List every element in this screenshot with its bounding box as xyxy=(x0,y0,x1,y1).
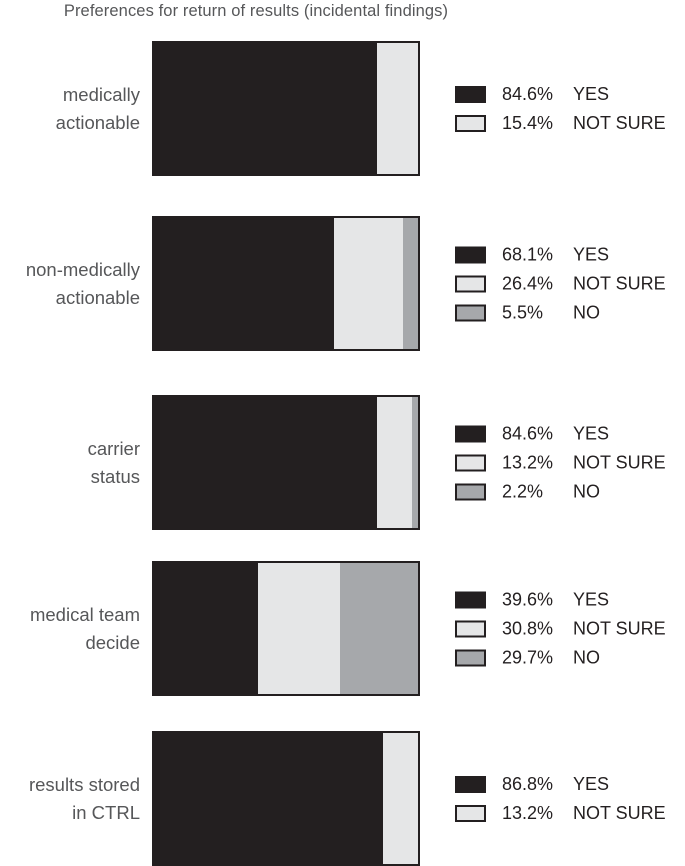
bar-segment-not_sure xyxy=(258,563,340,694)
legend-swatch xyxy=(455,649,486,666)
legend-swatch xyxy=(455,85,486,103)
bar-legend: 39.6% YES 30.8% NOT SURE 29.7% NO xyxy=(455,585,666,672)
legend-swatch xyxy=(455,620,486,637)
legend-entry: 30.8% NOT SURE xyxy=(455,614,666,643)
stacked-bar xyxy=(152,731,420,866)
bar-segment-not_sure xyxy=(377,397,413,528)
bar-legend: 84.6% YES 15.4% NOT SURE xyxy=(455,80,666,138)
legend-answer-label: NOT SURE xyxy=(573,273,666,293)
legend-percent: 86.8% xyxy=(502,773,554,794)
legend-percent: 29.7% xyxy=(502,647,554,667)
stacked-bar xyxy=(152,216,420,351)
legend-answer-label: NO xyxy=(573,481,600,501)
bar-row: medical team decide 39.6% YES 30.8% NOT S… xyxy=(0,561,685,696)
legend-entry: 15.4% NOT SURE xyxy=(455,109,666,138)
legend-entry: 68.1% YES xyxy=(455,240,666,269)
bar-segment-yes xyxy=(154,563,259,694)
legend-swatch xyxy=(455,275,486,292)
legend-answer-label: NOT SURE xyxy=(573,802,666,823)
legend-entry: 29.7% NO xyxy=(455,643,666,672)
legend-answer-label: YES xyxy=(573,423,610,443)
bar-row: non-medically actionable 68.1% YES 26.4% … xyxy=(0,216,685,351)
legend-percent: 26.4% xyxy=(502,273,554,293)
stacked-bar xyxy=(152,561,420,696)
stacked-bar xyxy=(152,395,420,530)
bar-segment-yes xyxy=(154,43,378,174)
legend-entry: 86.8% YES xyxy=(455,770,666,799)
legend-entry: 84.6% YES xyxy=(455,419,666,448)
legend-answer-label: NOT SURE xyxy=(573,112,666,133)
bar-row: carrier status 84.6% YES 13.2% NOT SURE 2… xyxy=(0,395,685,530)
legend-entry: 13.2% NOT SURE xyxy=(455,448,666,477)
bar-segment-no xyxy=(339,563,418,694)
legend-entry: 26.4% NOT SURE xyxy=(455,269,666,298)
bar-row: medically actionable 84.6% YES 15.4% NOT … xyxy=(0,41,685,176)
legend-swatch xyxy=(455,591,486,608)
legend-percent: 13.2% xyxy=(502,802,554,823)
legend-swatch xyxy=(455,114,486,132)
bar-legend: 84.6% YES 13.2% NOT SURE 2.2% NO xyxy=(455,419,666,506)
legend-percent: 84.6% xyxy=(502,83,554,104)
bar-row: results stored in CTRL 86.8% YES 13.2% NO… xyxy=(0,731,685,866)
legend-swatch xyxy=(455,804,486,822)
bar-segment-not_sure xyxy=(377,43,418,174)
legend-swatch xyxy=(455,483,486,500)
legend-answer-label: NO xyxy=(573,302,600,322)
bar-legend: 86.8% YES 13.2% NOT SURE xyxy=(455,770,666,828)
bar-segment-yes xyxy=(154,397,378,528)
legend-swatch xyxy=(455,246,486,263)
category-label: medical team decide xyxy=(29,603,140,653)
legend-answer-label: YES xyxy=(573,83,610,104)
legend-answer-label: YES xyxy=(573,244,610,264)
legend-percent: 15.4% xyxy=(502,112,554,133)
category-label: carrier status xyxy=(87,437,140,487)
legend-percent: 5.5% xyxy=(502,302,544,322)
legend-entry: 39.6% YES xyxy=(455,585,666,614)
legend-percent: 84.6% xyxy=(502,423,554,443)
bar-segment-yes xyxy=(154,733,384,864)
legend-entry: 84.6% YES xyxy=(455,80,666,109)
legend-swatch xyxy=(455,425,486,442)
legend-percent: 2.2% xyxy=(502,481,544,501)
legend-swatch xyxy=(455,775,486,793)
bar-segment-not_sure xyxy=(333,218,404,349)
bar-legend: 68.1% YES 26.4% NOT SURE 5.5% NO xyxy=(455,240,666,327)
legend-swatch xyxy=(455,454,486,471)
legend-entry: 13.2% NOT SURE xyxy=(455,799,666,828)
legend-answer-label: NOT SURE xyxy=(573,452,666,472)
stacked-bar xyxy=(152,41,420,176)
bar-segment-no xyxy=(403,218,418,349)
legend-answer-label: YES xyxy=(573,589,610,609)
category-label: medically actionable xyxy=(55,83,140,133)
chart-title: Preferences for return of results (incid… xyxy=(63,2,449,20)
legend-percent: 13.2% xyxy=(502,452,554,472)
legend-entry: 2.2% NO xyxy=(455,477,666,506)
legend-entry: 5.5% NO xyxy=(455,298,666,327)
category-label: results stored in CTRL xyxy=(28,773,140,823)
legend-swatch xyxy=(455,304,486,321)
bar-segment-no xyxy=(412,397,418,528)
legend-percent: 30.8% xyxy=(502,618,554,638)
legend-answer-label: YES xyxy=(573,773,610,794)
legend-answer-label: NO xyxy=(573,647,600,667)
bar-segment-yes xyxy=(154,218,334,349)
legend-answer-label: NOT SURE xyxy=(573,618,666,638)
category-label: non-medically actionable xyxy=(25,258,140,308)
legend-percent: 68.1% xyxy=(502,244,554,264)
bar-segment-not_sure xyxy=(383,733,418,864)
legend-percent: 39.6% xyxy=(502,589,554,609)
